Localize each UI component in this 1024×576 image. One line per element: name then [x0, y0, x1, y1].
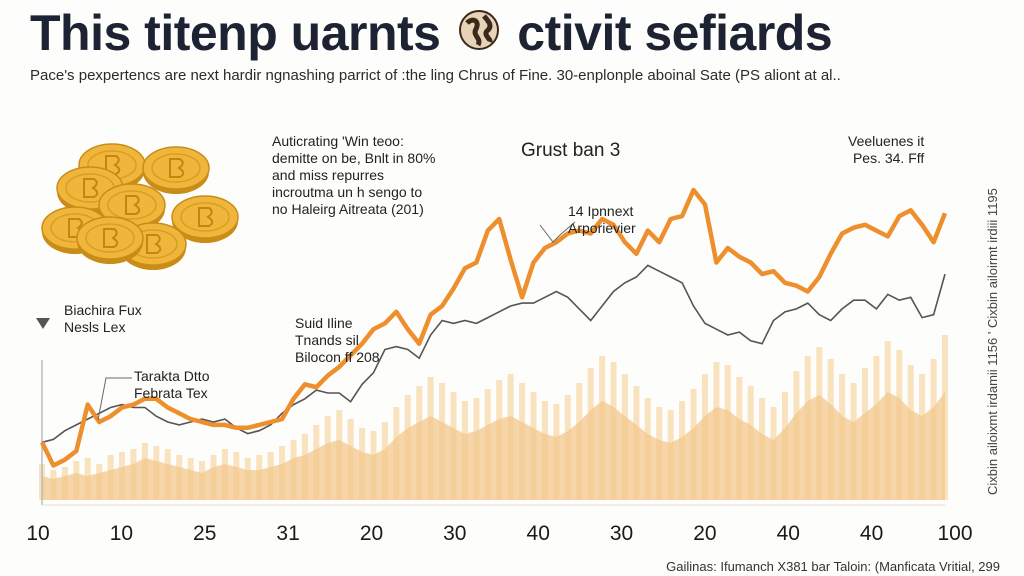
peak-callout-line — [539, 221, 576, 243]
page-title-left: This titenp uarnts — [30, 5, 441, 61]
gold-coin-icon — [76, 216, 144, 264]
gold-coin-icon — [142, 146, 210, 194]
x-axis-ticks: 10 10 25 31 20 30 40 30 20 40 40 100 — [26, 522, 972, 545]
volume-area — [42, 392, 945, 500]
annotation-top-left: Auticrating 'Win teoo: demitte on be, Bn… — [272, 133, 436, 217]
x-tick-label: 40 — [777, 522, 800, 545]
vertical-side-caption: Cixbin ailoixmt irdamii 1156 ' Cixbin ai… — [985, 188, 1000, 495]
x-tick-label: 10 — [26, 522, 49, 545]
x-tick-label: 30 — [610, 522, 633, 545]
annotation-left-marker: Biachira Fux Nesls Lex — [64, 302, 142, 335]
x-tick-label: 31 — [276, 522, 299, 545]
page-title: This titenp uarnts ctivit sefiards — [30, 4, 833, 63]
x-tick-label: 30 — [443, 522, 466, 545]
x-tick-label: 40 — [527, 522, 550, 545]
x-tick-label: 40 — [860, 522, 883, 545]
coin-stack — [41, 143, 239, 270]
annotation-top-right: Veeluenes it Pes. 34. Fff — [848, 133, 925, 166]
x-tick-label: 20 — [693, 522, 716, 545]
x-tick-label: 25 — [193, 522, 216, 545]
footer-caption: Gailinas: Ifumanch X381 bar Taloin: (Man… — [666, 559, 1000, 574]
annotation-middle: Suid Iline Tnands sil Bilocon ff 208 — [295, 315, 380, 365]
page-subtitle: Pace's pexpertencs are next hardir ngnas… — [30, 67, 841, 84]
annotation-center-title: Grust ban 3 — [521, 140, 621, 161]
orange-series-line — [39, 187, 948, 468]
page-title-right: ctivit sefiards — [517, 5, 833, 61]
globe-coin-icon — [458, 5, 500, 63]
lower-left-callout-line — [97, 377, 132, 421]
annotation-peak: 14 Ipnnext Arporievier — [568, 203, 636, 236]
x-tick-label: 100 — [937, 522, 972, 545]
down-arrow-icon — [36, 318, 50, 329]
gold-coin-icon — [171, 195, 239, 243]
x-tick-label: 10 — [110, 522, 133, 545]
x-tick-label: 20 — [360, 522, 383, 545]
annotation-lower-left: Tarakta Dtto Febrata Tex — [134, 368, 210, 401]
